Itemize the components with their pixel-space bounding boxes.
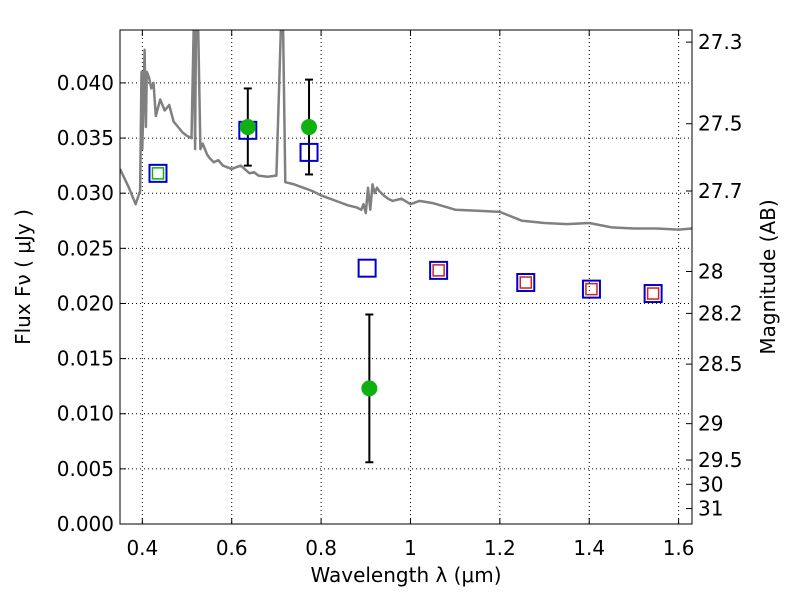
inner-marker-square <box>151 167 165 180</box>
model-photometry-square <box>429 260 449 280</box>
inner-marker-square <box>432 264 445 277</box>
y-axis-label: Flux Fν ( μJy ) <box>11 209 35 345</box>
observed-point <box>239 119 256 136</box>
y2-axis-label: Magnitude (AB) <box>756 199 780 354</box>
y2-tick-label: 28 <box>698 259 723 283</box>
y-tick-label: 0.005 <box>57 457 114 481</box>
x-tick-label: 0.4 <box>126 536 158 560</box>
y2-tick-label: 27.5 <box>698 112 743 136</box>
y2-tick-label: 31 <box>698 497 723 521</box>
y2-tick-label: 29.5 <box>698 448 743 472</box>
y-tick-label: 0.000 <box>57 512 114 536</box>
model-photometry-square <box>148 163 168 183</box>
y-tick-label: 0.040 <box>57 71 114 95</box>
model-photometry-square <box>643 284 663 304</box>
y-tick-label: 0.030 <box>57 181 114 205</box>
x-tick-label: 1.2 <box>484 536 516 560</box>
model-photometry-square <box>516 273 536 293</box>
tick-labels: 0.4 0.6 0.8 1 1.2 1.4 1.6 0.000 0.005 0.010 0.015 0… <box>57 30 743 560</box>
axis-ticks <box>120 30 692 525</box>
x-tick-label: 0.8 <box>305 536 337 560</box>
x-tick-label: 1.4 <box>573 536 605 560</box>
inner-marker-square <box>585 282 598 296</box>
model-spectrum-line <box>120 30 692 231</box>
y-tick-label: 0.010 <box>57 402 114 426</box>
y-tick-label: 0.025 <box>57 236 114 260</box>
y-tick-label: 0.020 <box>57 291 114 315</box>
model-photometry-square <box>299 142 319 162</box>
x-tick-label: 1.6 <box>663 536 695 560</box>
y2-tick-label: 28.5 <box>698 352 743 376</box>
y-tick-label: 0.035 <box>57 126 114 150</box>
observed-point <box>361 380 378 397</box>
x-axis-label: Wavelength λ (μm) <box>310 563 501 587</box>
inner-marker-square <box>646 287 660 300</box>
model-photometry-square <box>357 258 377 278</box>
observed-point <box>301 119 318 136</box>
plot-frame <box>119 29 693 525</box>
inner-marker-square <box>519 276 533 289</box>
y2-tick-label: 27.3 <box>698 30 743 54</box>
x-tick-label: 1 <box>404 536 417 560</box>
x-tick-label: 0.6 <box>216 536 248 560</box>
y2-tick-label: 29 <box>698 412 723 436</box>
plot-area <box>120 30 692 464</box>
y2-tick-label: 28.2 <box>698 301 743 325</box>
model-photometry-square <box>581 279 601 299</box>
grid <box>120 30 692 525</box>
y-tick-label: 0.015 <box>57 347 114 371</box>
y2-tick-label: 27.7 <box>698 179 743 203</box>
y2-tick-label: 30 <box>698 472 723 496</box>
